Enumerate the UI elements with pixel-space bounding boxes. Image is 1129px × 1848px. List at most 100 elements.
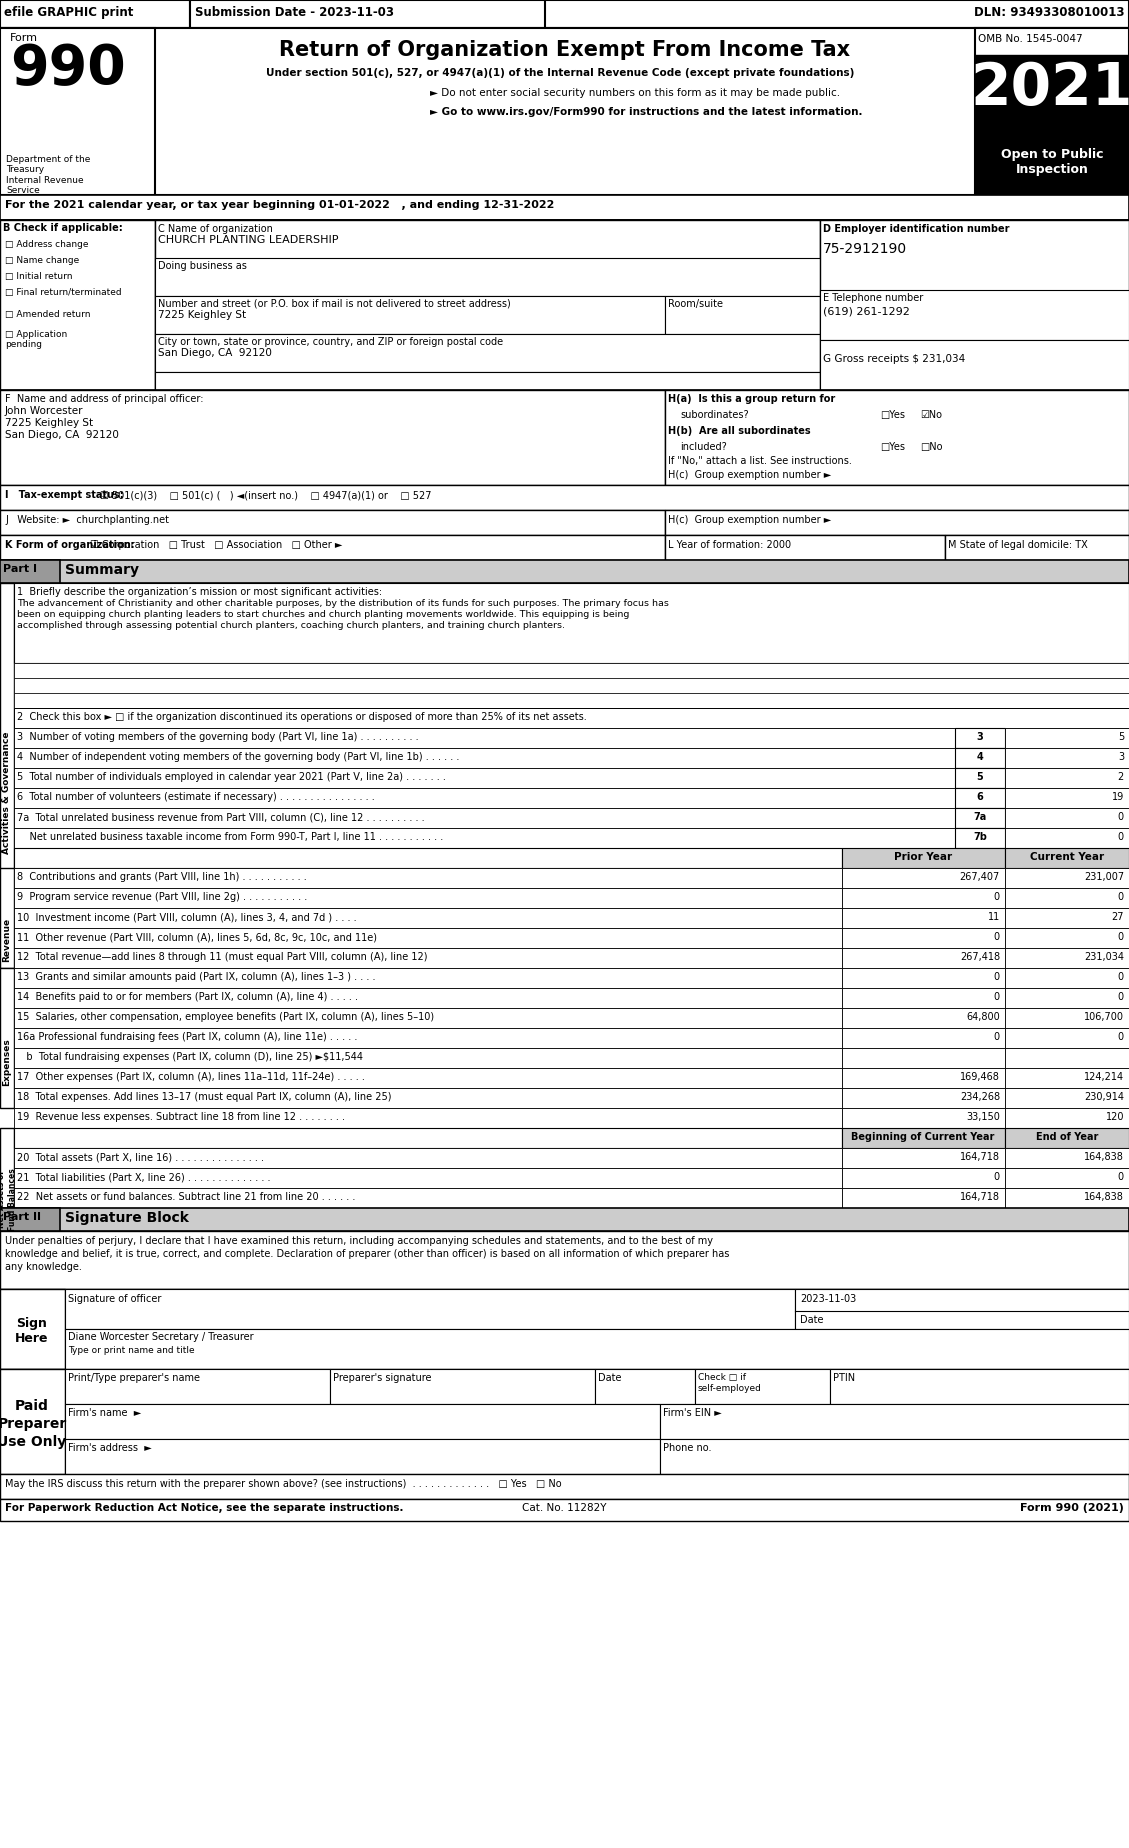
Bar xyxy=(155,259,820,296)
Bar xyxy=(842,1048,1005,1068)
Text: Return of Organization Exempt From Income Tax: Return of Organization Exempt From Incom… xyxy=(280,41,850,59)
Text: Diane Worcester Secretary / Treasurer: Diane Worcester Secretary / Treasurer xyxy=(68,1332,254,1342)
Text: For the 2021 calendar year, or tax year beginning 01-01-2022   , and ending 12-3: For the 2021 calendar year, or tax year … xyxy=(5,200,554,211)
Text: ► Do not enter social security numbers on this form as it may be made public.: ► Do not enter social security numbers o… xyxy=(430,89,840,98)
Bar xyxy=(665,536,945,560)
Bar xyxy=(65,1329,1129,1369)
Bar xyxy=(1005,828,1129,848)
Text: Use Only: Use Only xyxy=(0,1436,67,1449)
Bar xyxy=(1005,889,1129,907)
Text: I   Tax-exempt status:: I Tax-exempt status: xyxy=(5,490,124,501)
Text: 124,214: 124,214 xyxy=(1084,1072,1124,1081)
Bar xyxy=(830,1369,1129,1404)
Text: 3  Number of voting members of the governing body (Part VI, line 1a) . . . . . .: 3 Number of voting members of the govern… xyxy=(17,732,419,743)
Text: Firm's EIN ►: Firm's EIN ► xyxy=(663,1408,721,1417)
Text: Under penalties of perjury, I declare that I have examined this return, includin: Under penalties of perjury, I declare th… xyxy=(5,1236,714,1246)
Bar xyxy=(955,728,1005,748)
Bar xyxy=(820,220,1129,390)
Text: 267,418: 267,418 xyxy=(960,952,1000,963)
Text: 230,914: 230,914 xyxy=(1084,1092,1124,1101)
Bar xyxy=(14,989,842,1007)
Text: CHURCH PLANTING LEADERSHIP: CHURCH PLANTING LEADERSHIP xyxy=(158,235,339,246)
Text: City or town, state or province, country, and ZIP or foreign postal code: City or town, state or province, country… xyxy=(158,336,504,347)
Bar xyxy=(14,582,1129,663)
Text: any knowledge.: any knowledge. xyxy=(5,1262,82,1271)
Text: Under section 501(c), 527, or 4947(a)(1) of the Internal Revenue Code (except pr: Under section 501(c), 527, or 4947(a)(1)… xyxy=(265,68,855,78)
Bar xyxy=(842,1188,1005,1209)
Text: Part II: Part II xyxy=(3,1212,41,1222)
Bar xyxy=(665,390,1129,484)
Text: 15  Salaries, other compensation, employee benefits (Part IX, column (A), lines : 15 Salaries, other compensation, employe… xyxy=(17,1013,435,1022)
Text: 3: 3 xyxy=(977,732,983,743)
Text: 2  Check this box ► □ if the organization discontinued its operations or dispose: 2 Check this box ► □ if the organization… xyxy=(17,711,587,723)
Bar xyxy=(1005,928,1129,948)
Text: Net unrelated business taxable income from Form 990-T, Part I, line 11 . . . . .: Net unrelated business taxable income fr… xyxy=(17,832,444,843)
Text: □ Name change: □ Name change xyxy=(5,257,79,264)
Bar xyxy=(842,889,1005,907)
Bar xyxy=(975,135,1129,196)
Bar xyxy=(0,484,1129,510)
Bar xyxy=(0,0,190,28)
Text: Summary: Summary xyxy=(65,564,139,577)
Bar xyxy=(1005,848,1129,869)
Bar xyxy=(65,1290,795,1329)
Bar xyxy=(14,907,842,928)
Text: If "No," attach a list. See instructions.: If "No," attach a list. See instructions… xyxy=(668,456,852,466)
Text: □Yes: □Yes xyxy=(879,442,905,453)
Bar xyxy=(14,1068,842,1088)
Text: 3: 3 xyxy=(1118,752,1124,761)
Bar xyxy=(820,290,1129,340)
Text: E Telephone number: E Telephone number xyxy=(823,294,924,303)
Text: H(c)  Group exemption number ►: H(c) Group exemption number ► xyxy=(668,469,831,480)
Text: been on equipping church planting leaders to start churches and church planting : been on equipping church planting leader… xyxy=(17,610,629,619)
Text: 5: 5 xyxy=(1118,732,1124,743)
Bar xyxy=(14,948,842,968)
Text: 21  Total liabilities (Part X, line 26) . . . . . . . . . . . . . .: 21 Total liabilities (Part X, line 26) .… xyxy=(17,1172,271,1183)
Bar xyxy=(842,1007,1005,1027)
Text: 0: 0 xyxy=(994,972,1000,981)
Text: ☑No: ☑No xyxy=(920,410,942,419)
Text: 5  Total number of individuals employed in calendar year 2021 (Part V, line 2a) : 5 Total number of individuals employed i… xyxy=(17,772,446,782)
Bar xyxy=(0,1127,14,1209)
Text: J   Website: ►  churchplanting.net: J Website: ► churchplanting.net xyxy=(5,516,169,525)
Bar xyxy=(842,907,1005,928)
Text: San Diego, CA  92120: San Diego, CA 92120 xyxy=(158,347,272,359)
Text: 7a: 7a xyxy=(973,811,987,822)
Bar xyxy=(0,1290,1129,1369)
Text: 27: 27 xyxy=(1111,913,1124,922)
Bar xyxy=(14,1048,842,1068)
Bar xyxy=(1005,1027,1129,1048)
Text: G Gross receipts $ 231,034: G Gross receipts $ 231,034 xyxy=(823,355,965,364)
Text: M State of legal domicile: TX: M State of legal domicile: TX xyxy=(948,540,1087,551)
Text: Sign
Here: Sign Here xyxy=(16,1318,49,1345)
Text: efile GRAPHIC print: efile GRAPHIC print xyxy=(5,6,133,18)
Bar xyxy=(1005,989,1129,1007)
Text: May the IRS discuss this return with the preparer shown above? (see instructions: May the IRS discuss this return with the… xyxy=(5,1478,561,1489)
Bar xyxy=(1005,1188,1129,1209)
Bar xyxy=(1005,728,1129,748)
Bar xyxy=(14,828,955,848)
Bar xyxy=(14,848,842,869)
Bar xyxy=(14,1127,842,1148)
Text: 7225 Keighley St: 7225 Keighley St xyxy=(158,310,246,320)
Bar xyxy=(14,693,1129,708)
Text: Cat. No. 11282Y: Cat. No. 11282Y xyxy=(522,1502,606,1514)
Text: Date: Date xyxy=(598,1373,621,1382)
Bar xyxy=(14,1168,842,1188)
Text: 0: 0 xyxy=(994,1172,1000,1183)
Text: 12  Total revenue—add lines 8 through 11 (must equal Part VIII, column (A), line: 12 Total revenue—add lines 8 through 11 … xyxy=(17,952,428,963)
Text: L Year of formation: 2000: L Year of formation: 2000 xyxy=(668,540,791,551)
Bar xyxy=(1005,769,1129,787)
Text: 11: 11 xyxy=(988,913,1000,922)
Text: H(a)  Is this a group return for: H(a) Is this a group return for xyxy=(668,394,835,405)
Text: Preparer: Preparer xyxy=(0,1417,67,1430)
Text: 120: 120 xyxy=(1105,1112,1124,1122)
Bar xyxy=(665,296,820,334)
Bar xyxy=(0,390,665,484)
Bar xyxy=(14,748,955,769)
Text: □ Application
pending: □ Application pending xyxy=(5,331,68,349)
Text: □ Final return/terminated: □ Final return/terminated xyxy=(5,288,122,298)
Text: 13  Grants and similar amounts paid (Part IX, column (A), lines 1–3 ) . . . .: 13 Grants and similar amounts paid (Part… xyxy=(17,972,376,981)
Bar xyxy=(795,1290,1129,1329)
Text: 6: 6 xyxy=(977,793,983,802)
